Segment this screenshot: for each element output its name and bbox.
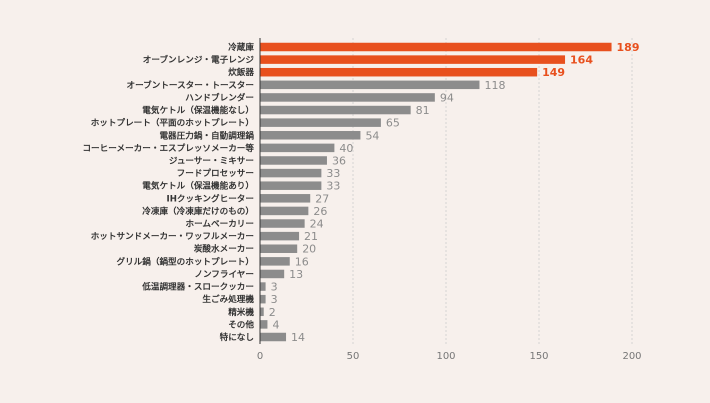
bar	[260, 257, 290, 266]
bar	[260, 307, 264, 317]
bar	[260, 131, 361, 140]
bar	[260, 67, 538, 77]
value-label: 21	[304, 230, 318, 243]
bar	[260, 181, 322, 190]
bar	[260, 93, 435, 102]
category-label: フードプロセッサー	[177, 167, 254, 179]
value-label: 14	[291, 331, 305, 344]
bar	[260, 219, 305, 228]
x-tick-label: 0	[257, 351, 263, 362]
bar	[260, 105, 411, 115]
category-label: ノンフライヤー	[194, 269, 254, 280]
bar	[260, 194, 311, 203]
bar	[260, 156, 327, 165]
value-label: 20	[302, 243, 316, 256]
x-tick-label: 200	[622, 351, 641, 362]
bar	[260, 206, 309, 216]
category-label: グリル鍋（鍋型のホットプレート）	[116, 255, 254, 267]
category-label: ホームベーカリー	[186, 219, 255, 230]
value-label: 13	[289, 268, 303, 281]
category-label: 冷蔵庫	[228, 41, 254, 53]
category-label: 低温調理器・スロークッカー	[141, 281, 254, 293]
value-label: 33	[326, 180, 340, 193]
value-label: 118	[484, 79, 505, 92]
category-label: オーブンレンジ・電子レンジ	[143, 54, 255, 66]
category-label: 炭酸水メーカー	[194, 243, 254, 255]
value-label: 149	[542, 66, 565, 79]
value-label: 40	[339, 142, 353, 155]
value-label: 54	[365, 129, 379, 142]
bar	[260, 55, 566, 64]
category-label: オーブントースター・トースター	[126, 79, 254, 91]
category-label: ホットプレート（平面のホットプレート）	[91, 117, 254, 129]
value-label: 94	[440, 91, 454, 104]
value-label: 36	[332, 154, 346, 167]
bar	[260, 269, 285, 279]
category-label: その他	[228, 318, 254, 330]
bar	[260, 118, 381, 127]
value-label: 4	[272, 318, 279, 331]
x-tick-label: 150	[529, 351, 548, 362]
bar	[260, 294, 266, 304]
bar	[260, 80, 480, 90]
bar	[260, 42, 612, 52]
value-label: 164	[570, 54, 593, 67]
bar	[260, 143, 335, 153]
bar	[260, 282, 266, 291]
x-tick-label: 50	[347, 351, 360, 362]
value-label: 24	[310, 218, 324, 231]
value-label: 33	[326, 167, 340, 180]
category-label: 電気ケトル（保温機能あり）	[142, 180, 254, 192]
value-label: 3	[271, 293, 278, 306]
category-label: 電気ケトル（保温機能なし）	[142, 104, 254, 116]
category-label: ハンドブレンダー	[185, 91, 254, 103]
value-label: 27	[315, 192, 329, 205]
value-label: 81	[416, 104, 430, 117]
bar	[260, 332, 287, 342]
category-label: 生ごみ処理機	[202, 293, 254, 305]
category-label: 電器圧力鍋・自動調理鍋	[159, 129, 254, 141]
category-label: ホットサンドメーカー・ワッフルメーカー	[91, 231, 254, 242]
bar	[260, 320, 268, 329]
value-label: 2	[269, 306, 276, 319]
category-label: 精米機	[228, 306, 254, 318]
bar	[260, 244, 298, 253]
category-label: 特になし	[220, 331, 254, 343]
bar	[260, 168, 322, 178]
category-label: ジューサー・ミキサー	[169, 155, 254, 166]
value-label: 189	[617, 41, 640, 54]
value-label: 26	[313, 205, 327, 218]
value-label: 3	[271, 281, 278, 294]
category-label: コーヒーメーカー・エスプレッソメーカー等	[82, 142, 254, 154]
value-label: 16	[295, 255, 309, 268]
category-label: 炊飯器	[228, 66, 254, 78]
category-label: IHクッキングヒーター	[167, 192, 254, 204]
category-label: 冷凍庫（冷凍庫だけのもの）	[142, 205, 254, 217]
x-tick-label: 100	[436, 351, 455, 362]
bar	[260, 231, 300, 241]
value-label: 65	[386, 117, 400, 130]
